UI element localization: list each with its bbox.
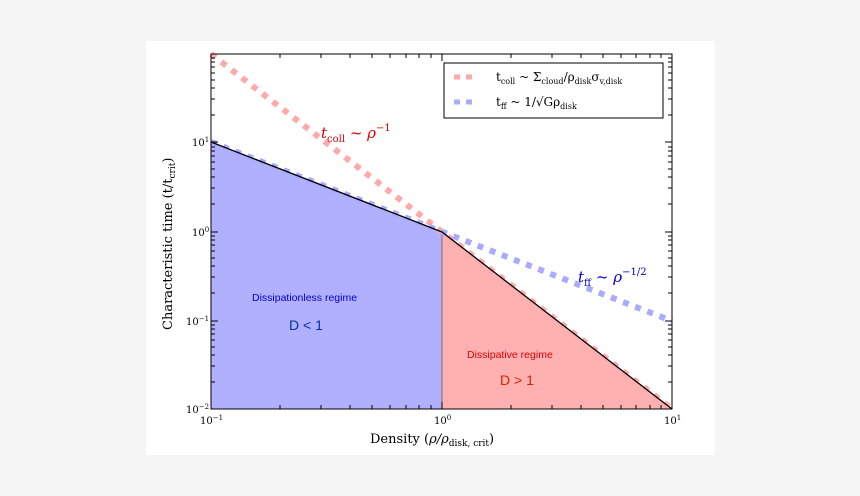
legend: tcoll ~ Σcloud/ρdiskσv,disk tff ~ 1/√Gρd…	[443, 62, 664, 119]
y-tick-label: 101	[192, 136, 209, 149]
x-ticks	[279, 54, 662, 409]
dissipationless-label: Dissipationless regime	[252, 292, 357, 304]
y-tick-label: 10−1	[186, 315, 209, 328]
min-time-line	[210, 141, 673, 410]
x-tick-label: 10−1	[200, 414, 223, 427]
t-ff-annotation: tff ~ ρ−1/2	[578, 267, 647, 289]
x-axis-title: Density (ρ/ρdisk, crit)	[370, 432, 494, 449]
legend-item-coll: tcoll ~ Σcloud/ρdiskσv,disk	[496, 70, 622, 86]
legend-item-ff: tff ~ 1/√Gρdisk	[496, 95, 577, 111]
d-less-than-one: D < 1	[289, 317, 323, 333]
y-tick-label: 10−2	[186, 403, 209, 416]
y-axis-title: Characteristic time (t/tcrit)	[161, 158, 178, 330]
y-ticks	[210, 57, 673, 383]
dissipationless-region	[211, 142, 442, 409]
x-tick-label: 101	[664, 414, 681, 427]
y-tick-label: 100	[192, 226, 209, 239]
t-coll-annotation: tcoll ~ ρ−1	[321, 123, 391, 145]
dissipative-label: Dissipative regime	[467, 349, 553, 361]
x-tick-label: 100	[434, 414, 451, 427]
d-greater-than-one: D > 1	[500, 372, 534, 388]
